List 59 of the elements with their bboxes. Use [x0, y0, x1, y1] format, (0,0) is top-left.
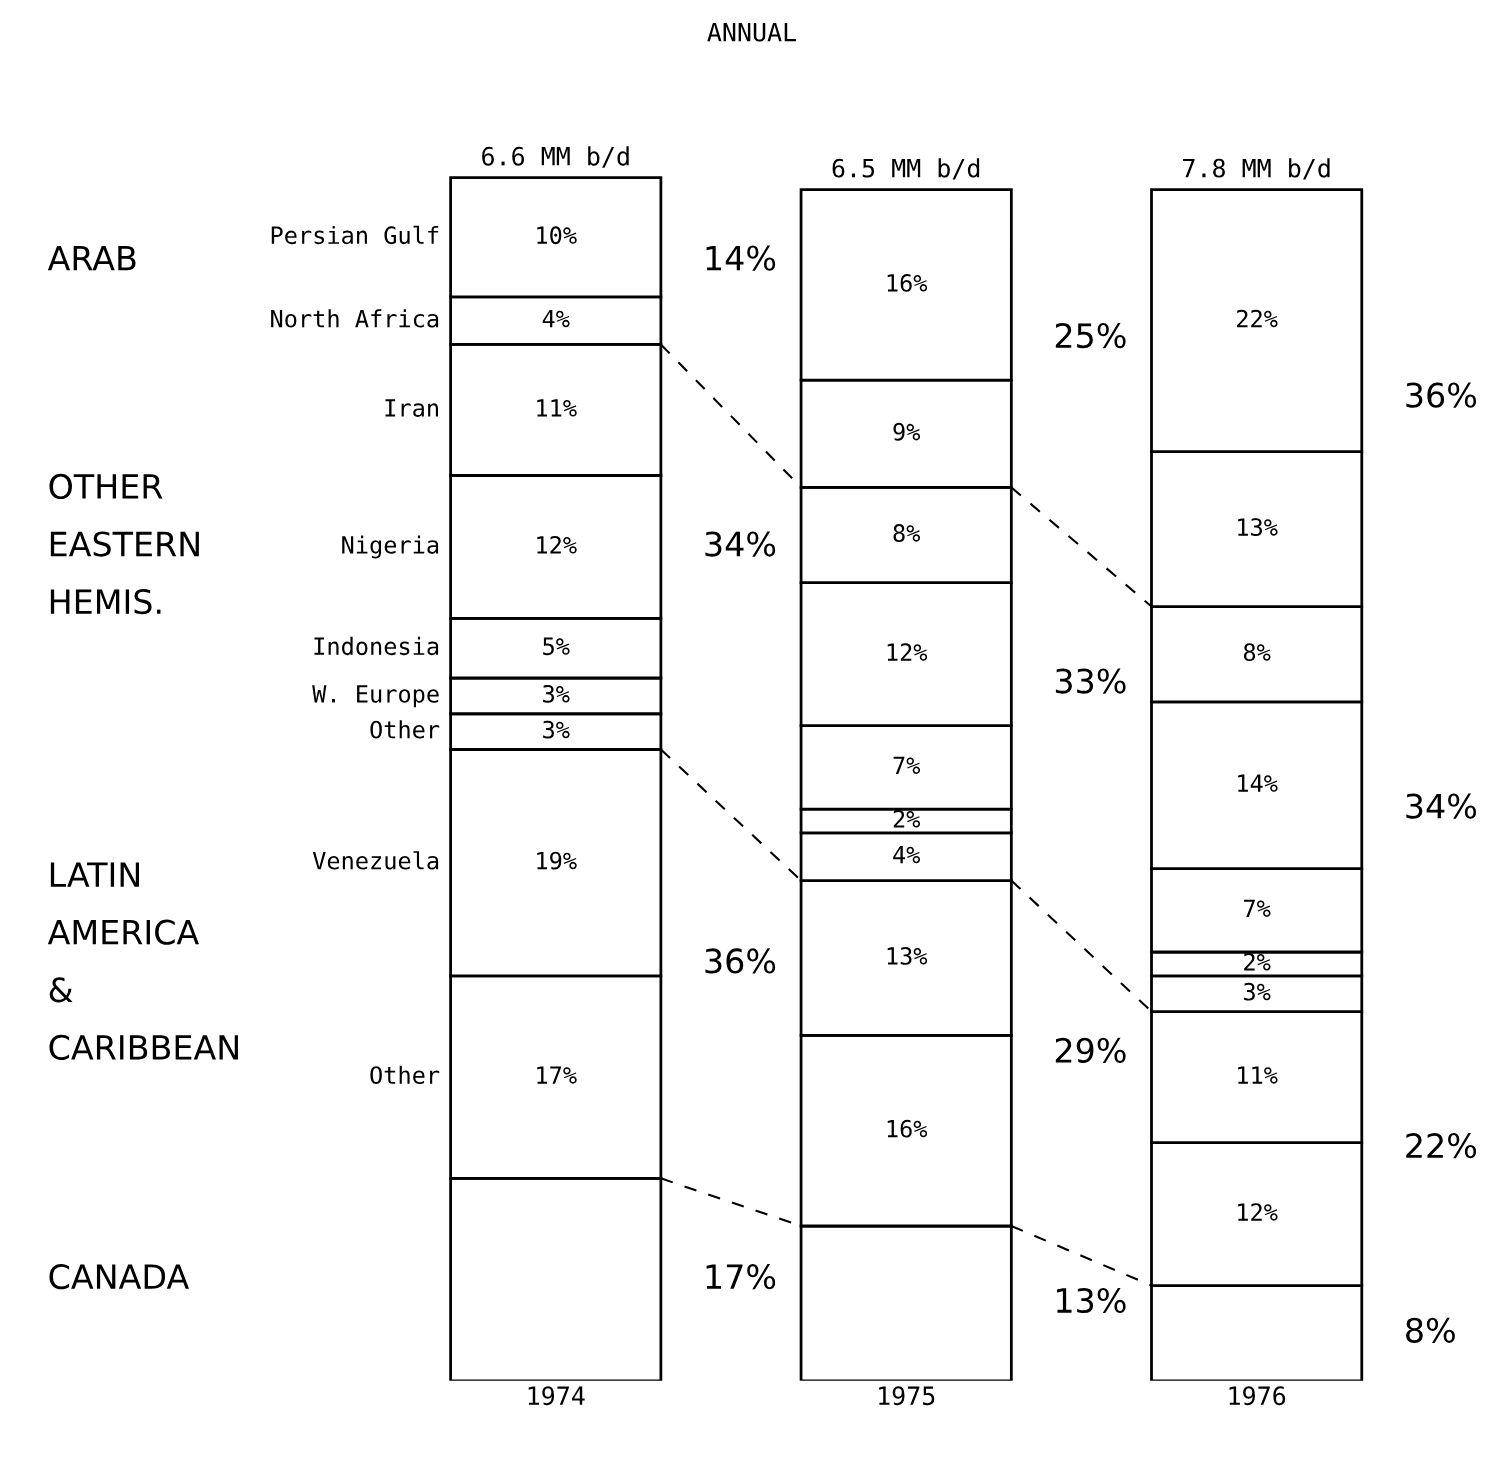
data-label: 4% — [542, 310, 570, 328]
data-label: 14% — [1238, 774, 1278, 792]
data-label: 7% — [893, 756, 921, 774]
series-label: Indonesia — [314, 636, 439, 656]
data-label: 22% — [1237, 309, 1278, 328]
annotation: 33% — [1055, 668, 1126, 694]
annotation: 7.8 MM b/d — [1183, 158, 1330, 180]
data-label: 12% — [1238, 1203, 1278, 1221]
series-label: Iran — [385, 399, 438, 417]
series-label: Nigeria — [342, 535, 439, 559]
data-label: 3% — [543, 720, 570, 739]
text: CANADA — [49, 1264, 190, 1290]
data-label: 5% — [543, 637, 570, 656]
data-label: 3% — [543, 684, 570, 703]
annotation: 13% — [1057, 1287, 1126, 1314]
annotation: 17% — [706, 1264, 776, 1290]
annotation: 25% — [1055, 322, 1126, 349]
data-label: 19% — [537, 851, 577, 870]
text: LATIN AMERICA & CARIBBEAN — [47, 862, 238, 1060]
data-label: 7% — [1244, 899, 1271, 917]
annotation: 36% — [1406, 382, 1477, 408]
text: OTHER EASTERN HEMIS. — [49, 473, 199, 615]
data-label: 12% — [887, 643, 928, 661]
chart-title: ANNUAL — [707, 22, 797, 42]
data-label: 12% — [537, 536, 577, 554]
annotation: 14% — [706, 245, 776, 271]
x-tick-label: 1974 — [528, 1386, 585, 1406]
annotation: 29% — [1055, 1037, 1126, 1063]
annotation: 36% — [705, 948, 776, 974]
data-label: 13% — [887, 947, 928, 965]
series-label: North Africa — [271, 309, 439, 328]
annotation: 34% — [1406, 793, 1477, 819]
data-label: 13% — [1238, 518, 1278, 537]
data-label: 11% — [1238, 1066, 1278, 1084]
annotation: 6.5 MM b/d — [832, 158, 980, 180]
x-tick-label: 1975 — [879, 1386, 935, 1406]
data-label: 3% — [1244, 982, 1271, 1001]
text: 6.6 MM b/d — [482, 146, 629, 168]
data-label: 10% — [537, 226, 577, 245]
data-label: 17% — [537, 1066, 577, 1084]
series-label: Venezuela — [312, 851, 439, 870]
annotation: 22% — [1406, 1133, 1477, 1159]
x-tick-label: 1976 — [1229, 1386, 1286, 1406]
data-label: 2% — [893, 810, 921, 828]
series-label: Other — [370, 1065, 440, 1084]
data-label: 8% — [1243, 643, 1271, 662]
data-label: 11% — [537, 399, 577, 417]
series-label: W. Europe — [312, 685, 439, 708]
data-label: 8% — [893, 524, 921, 542]
series-label: Other — [370, 720, 440, 739]
annotation: 34% — [705, 531, 776, 557]
series-label: Persian Gulf — [271, 225, 439, 245]
annotation: 8% — [1406, 1317, 1455, 1343]
data-label: 9% — [893, 422, 921, 441]
text: ARAB — [47, 245, 136, 271]
data-label: 16% — [887, 1119, 928, 1138]
data-label: 4% — [893, 846, 921, 864]
data-label: 2% — [1244, 952, 1271, 971]
data-label: 16% — [887, 273, 928, 292]
